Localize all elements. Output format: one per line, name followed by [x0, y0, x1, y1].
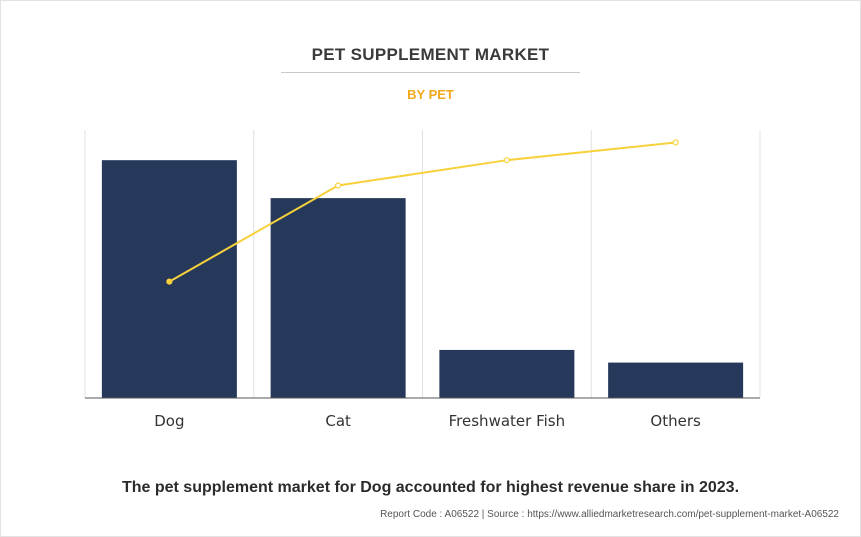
line-point-cat	[335, 182, 342, 189]
bar-others	[608, 362, 744, 398]
chart-subtitle: BY PET	[407, 87, 454, 102]
bar-cat	[270, 198, 406, 398]
x-tick-label: Cat	[325, 412, 351, 430]
bar-freshwater-fish	[439, 349, 575, 398]
title-divider	[281, 72, 580, 73]
chart-title: PET SUPPLEMENT MARKET	[311, 45, 550, 64]
line-point-dog	[166, 278, 173, 285]
x-tick-label: Freshwater Fish	[449, 412, 565, 430]
x-tick-label: Others	[650, 412, 701, 430]
source-note: Report Code : A06522 | Source : https://…	[380, 509, 839, 520]
bar-series	[101, 160, 744, 398]
line-series	[166, 139, 679, 285]
x-tick-labels: Dog Cat Freshwater Fish Others	[154, 412, 701, 430]
line-point-others	[672, 139, 679, 146]
trend-line	[168, 141, 676, 283]
grid-lines	[84, 130, 761, 398]
chart-caption: The pet supplement market for Dog accoun…	[121, 479, 740, 496]
line-point-freshwater-fish	[503, 157, 510, 164]
x-tick-label: Dog	[154, 412, 184, 430]
